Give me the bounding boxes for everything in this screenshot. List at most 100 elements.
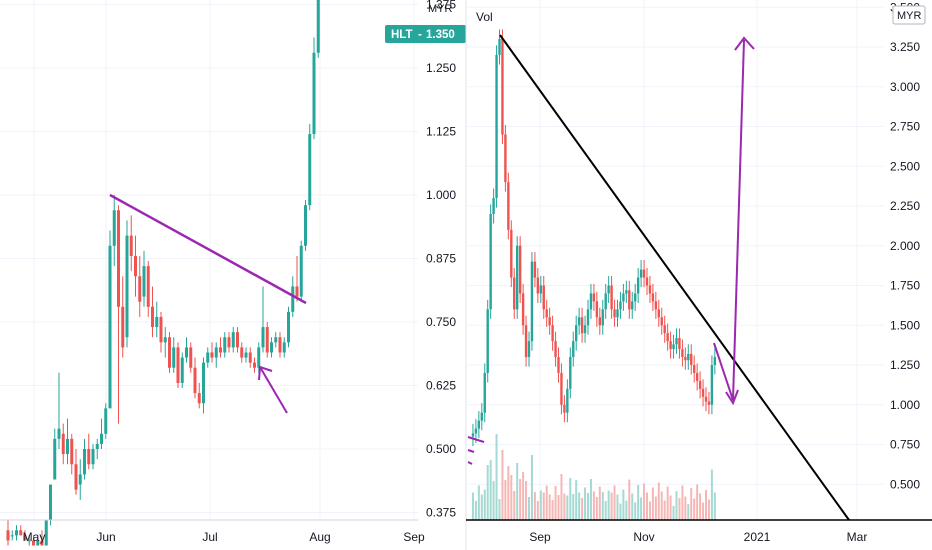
right-candle-body [622,293,625,302]
right-y-tick-label: 2.750 [890,120,920,134]
left-candle-body [163,337,167,343]
right-y-tick-label: 0.500 [890,477,920,491]
left-candle-body [138,276,142,302]
volume-label: Vol [476,10,493,24]
right-candle-body [513,277,516,310]
left-arrow-shaft [259,366,288,414]
right-volume-bar [613,485,616,520]
right-volume-bar [675,491,678,520]
left-candle-body [278,337,282,353]
right-volume-bar [545,485,548,520]
right-volume-bar [542,492,545,520]
right-volume-bar [654,496,657,520]
right-volume-bar [660,491,663,520]
right-volume-bar [584,487,587,520]
left-time-axis: May Jun Jul Aug Sep [23,530,425,544]
right-descending-trendline[interactable] [499,34,850,521]
left-candle-body [206,352,210,363]
right-candle-body [710,365,714,405]
left-candle-body [219,347,222,353]
right-currency-badge: MYR [892,5,926,25]
right-y-tick-label: 1.750 [890,279,920,293]
right-candle-body [631,301,634,310]
edge-mark-3 [467,461,473,465]
right-candle-body [536,277,540,294]
right-volume-bar [492,481,495,520]
left-candle-body [151,306,154,328]
right-volume-bar [672,505,675,520]
right-candle-body [663,325,666,334]
last-price-value: 1.350 [426,29,455,41]
left-candle-body [291,286,295,312]
right-volume-bar [504,480,507,520]
right-grid [466,0,884,520]
right-volume-bar [669,495,672,520]
right-volume-bar [519,479,522,520]
right-volume-bar [575,480,578,520]
left-candle-body [210,352,214,358]
right-candle-body [572,341,575,358]
right-candle-body [589,293,593,310]
left-candle-body [176,347,180,383]
right-chart-panel[interactable]: 0.500 0.750 1.000 1.250 1.500 1.750 2.000 2.250… [466,0,932,544]
left-y-tick-label: 1.375 [426,0,456,12]
right-volume-bar [557,495,560,520]
left-candle-body [125,235,129,338]
right-candle-body [704,396,708,402]
left-candle-body [270,342,273,353]
left-candle-body [87,449,91,465]
right-target-arrow[interactable] [713,36,755,406]
right-volume-bar [522,472,525,520]
right-candle-body [566,388,569,413]
left-candle-body [112,210,116,246]
left-arrow-head [258,365,273,381]
right-volume-bar [628,479,631,520]
right-arrow-lower-segment [713,342,734,401]
left-candle-body [244,352,248,358]
left-candle-body [316,0,320,53]
right-volume-bar [687,504,690,520]
right-volume-bar [604,501,607,520]
right-candle-body [701,388,705,397]
left-y-tick-label: 0.625 [426,379,456,393]
left-candle-body [117,210,120,307]
right-volume-bar [548,494,551,520]
right-volume-bar [486,465,489,520]
right-currency-label: MYR [897,10,922,22]
left-candle-body [172,347,176,368]
right-volume-bar [705,489,707,520]
right-candle-body [657,309,660,318]
right-candle-body [669,341,672,350]
right-candle-body [518,245,522,294]
right-volume-bar [587,493,589,520]
right-candle-body [607,285,610,294]
left-y-tick-label: 0.500 [426,442,456,456]
left-chart-panel[interactable]: 0.375 0.500 0.625 0.750 0.875 1.000 1.125 1.250… [0,0,466,550]
right-volume-bar [578,492,581,520]
right-candle-body [592,293,596,302]
left-resistance-trendline[interactable] [109,193,307,305]
left-candle-body [61,433,65,455]
right-volume-bar [477,485,480,520]
left-currency-label: MYR [428,3,453,15]
left-candle-body [40,540,44,546]
right-candle-body [636,277,640,294]
left-candle-body [108,245,112,409]
left-candle-body [236,332,239,348]
left-y-tick-label: 1.125 [426,125,456,139]
right-volume-bar [572,494,575,520]
last-price-tag: HLT - 1.350 [385,25,466,43]
right-candle-body [577,317,581,326]
right-candle-body [651,293,655,302]
left-breakout-arrow[interactable] [258,365,288,414]
right-volume-bar [510,475,513,520]
left-candles [6,0,320,546]
right-x-tick-label: Mar [847,530,868,544]
right-candle-body [595,301,599,318]
right-candle-body [551,325,554,342]
right-volume-bar [651,487,654,520]
right-volume-bar [648,501,651,520]
left-candle-body [66,438,69,455]
right-candle-body [569,357,572,389]
right-volume-bar [702,502,705,520]
